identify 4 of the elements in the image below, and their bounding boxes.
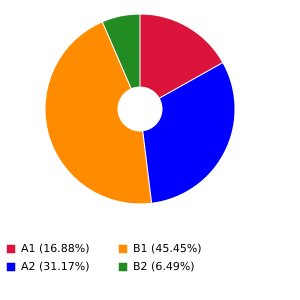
- legend-label: B1 (45.45%): [133, 242, 202, 255]
- legend-label: A1 (16.88%): [21, 242, 90, 255]
- legend-label: B2 (6.49%): [133, 260, 195, 273]
- legend-label: A2 (31.17%): [21, 260, 90, 273]
